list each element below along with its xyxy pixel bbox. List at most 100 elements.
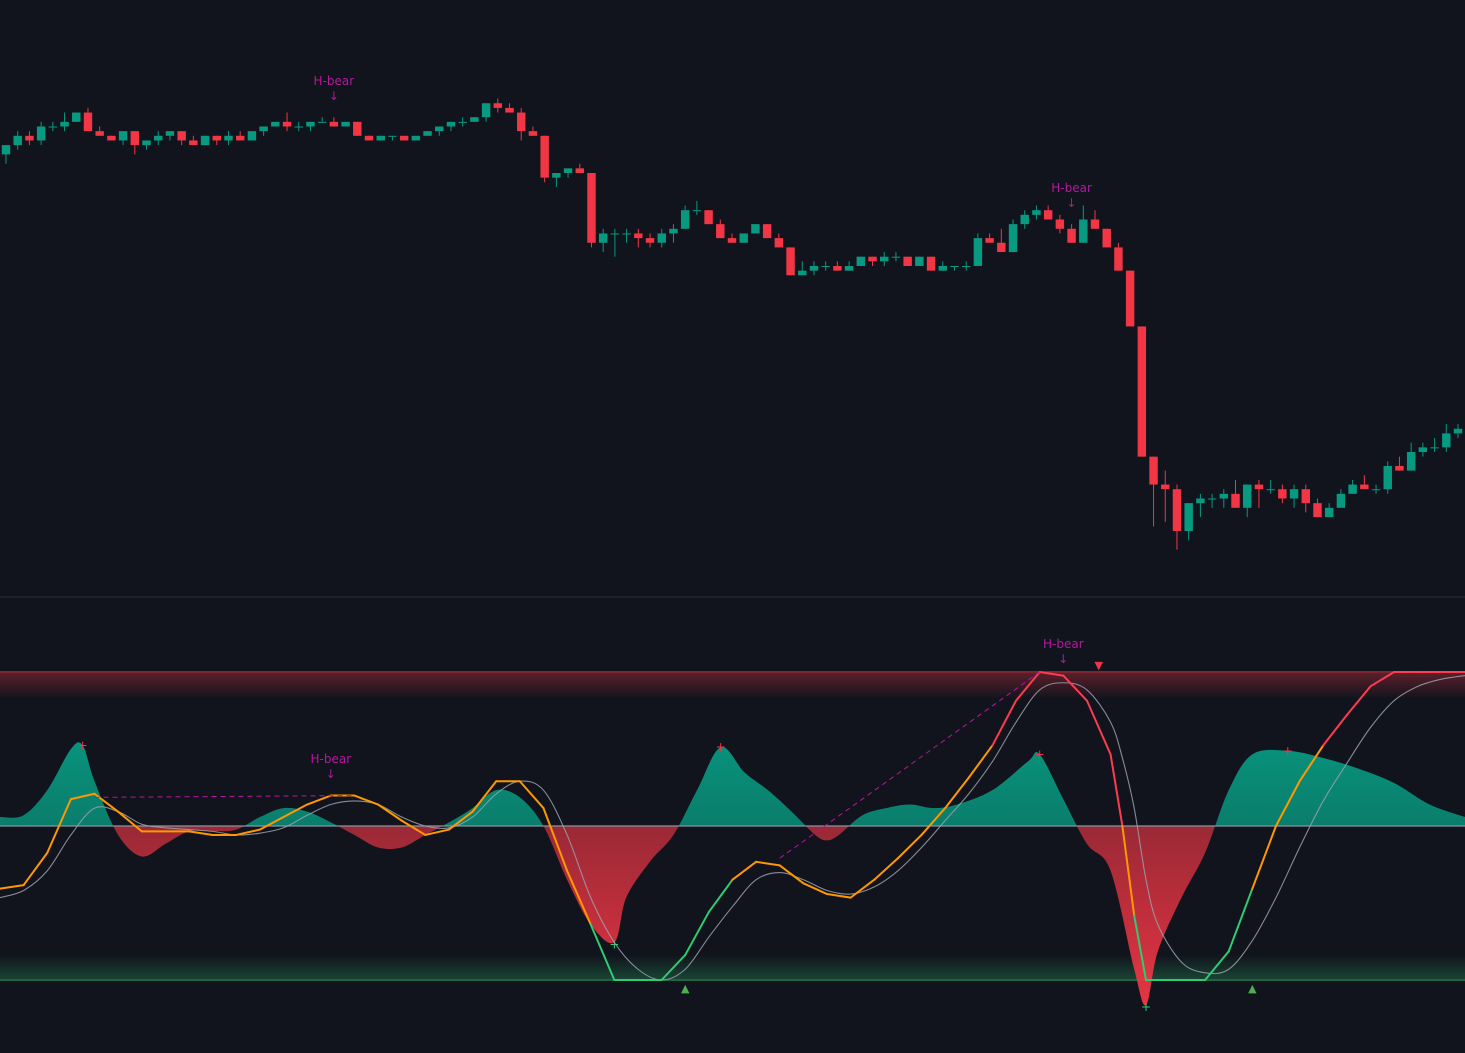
oscillator-markers: H-bear↓H-bear↓ ▼▲ ▲ [94,637,1257,995]
candle [517,107,526,141]
candle-body [1161,484,1170,490]
fast-line-segment [1109,753,1124,827]
candle [130,131,140,155]
fast-line-segment [684,910,710,956]
candle-body [1348,484,1357,494]
candle [880,252,889,266]
candle-body [751,224,760,234]
candle [891,252,901,262]
fast-line-segment [849,878,876,899]
candle [1114,242,1123,271]
candle [1278,484,1287,504]
candle-body [1266,489,1275,491]
candle [376,135,385,141]
candle [1055,214,1065,234]
fast-line-segment [802,882,829,896]
candle-body [48,126,58,128]
candle [1243,484,1252,518]
fast-line-segment [1204,950,1230,981]
candle-body [1008,224,1018,253]
candle [997,228,1006,253]
candle-body [130,131,140,146]
candle [809,261,819,276]
candle [446,121,456,132]
candle [950,266,959,271]
candle [692,200,702,215]
fast-line-segment [93,792,120,813]
candle-body [821,266,830,267]
candle-body [353,121,362,136]
candle-body [446,121,456,127]
candle-body [1395,465,1404,471]
candle-body [1453,428,1463,434]
candle-body [200,135,210,146]
candle [552,173,561,187]
candle-body [212,135,221,141]
candle-body [1289,489,1299,499]
candle-body [481,103,491,118]
candle [1184,503,1193,541]
candle [224,131,233,146]
divergence-label: H-bear [1043,637,1084,651]
candle-body [505,107,514,113]
fast-line-segment [566,869,592,926]
candle-body [1336,493,1346,508]
candle-body [107,135,116,141]
candle-body [657,233,666,243]
candle [1043,205,1053,220]
candle [704,210,713,225]
candle-body [540,135,549,178]
fast-line-segment [1038,671,1065,677]
candle [177,131,186,146]
oversold-signal: ▲ [681,982,690,995]
peak-marker: + [78,738,88,752]
candle [563,168,573,178]
overbought-signal: ▼ [1095,659,1104,672]
fast-line-segment [424,828,450,836]
candle-body [1207,498,1217,500]
candle-body [1243,484,1252,508]
candle-body [739,233,748,243]
oversold-zone [0,955,1465,981]
candle [1442,424,1451,452]
candle [481,103,491,122]
fast-line-segment [826,893,852,899]
candle [306,121,315,132]
fast-line-segment [22,851,49,887]
candle-body [1324,507,1334,518]
oversold-signal: ▲ [1248,982,1257,995]
candle-body [165,131,175,136]
candle-body [1149,456,1158,485]
divergence-label: H-bear [314,74,355,88]
candle [833,261,842,271]
candle-body [470,117,479,122]
candle [610,228,620,257]
candle-body [247,131,257,141]
candle-body [83,112,93,132]
candle [1008,219,1018,253]
candle [364,135,374,141]
candle-body [1137,326,1147,457]
candle-body [1278,489,1287,499]
candle-body [317,121,327,123]
candle [938,261,947,271]
candle [903,256,912,266]
candle-body [271,121,280,127]
fast-line-segment [518,780,545,810]
fast-line-segment [117,810,143,833]
candle [1067,224,1076,243]
fast-line-segment [235,828,261,836]
fast-line-segment [1015,671,1041,702]
candle-body [177,131,186,141]
candle [716,219,725,239]
candle-body [973,238,983,266]
candle-body [224,135,233,141]
candle-body [1102,228,1111,248]
candle [458,117,467,127]
fast-line-segment [755,860,781,867]
candle [1020,210,1029,229]
candle [598,228,608,253]
candle-body [938,266,947,271]
fast-line-segment [46,798,72,854]
fast-line-segment [471,780,498,813]
